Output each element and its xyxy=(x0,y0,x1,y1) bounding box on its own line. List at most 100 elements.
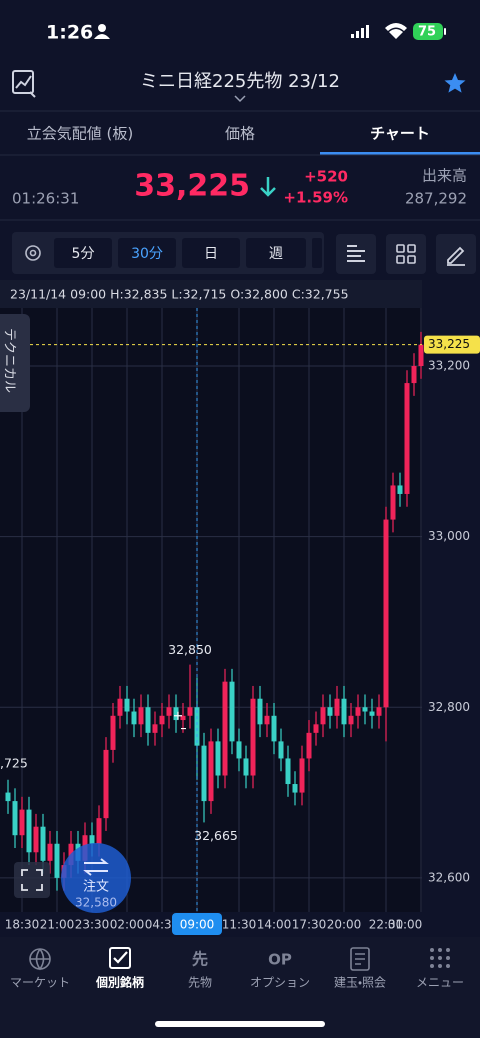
interval-button[interactable] xyxy=(182,238,240,268)
candle-body xyxy=(131,711,137,725)
order-button[interactable] xyxy=(61,843,131,913)
order-price[interactable]: 32,580 xyxy=(75,896,117,910)
status-icons xyxy=(94,23,446,40)
candle-body xyxy=(180,715,186,721)
nav-icons: 先 OP xyxy=(29,947,370,971)
x-tick-label: 02:00 xyxy=(110,918,145,932)
current-price-label: 33,225 xyxy=(428,337,470,351)
nav-label[interactable]: 建玉・照会 xyxy=(334,976,386,990)
x-tick-label: 23:30 xyxy=(75,918,110,932)
draw-icon xyxy=(447,246,465,266)
candle-body xyxy=(348,715,354,725)
candle-body xyxy=(257,698,263,725)
candle-body xyxy=(264,715,270,725)
candle-body xyxy=(19,809,25,836)
candle-body xyxy=(320,707,326,725)
layout-icon xyxy=(396,244,416,264)
tab-active[interactable]: チャート xyxy=(370,125,430,143)
nav-label[interactable]: オプション xyxy=(250,976,310,990)
y-tick-label: 33,200 xyxy=(428,359,470,373)
tab-indicator xyxy=(320,152,480,155)
x-tick-label: 18:30 xyxy=(5,918,40,932)
indicator-button[interactable] xyxy=(336,234,376,274)
candle-body xyxy=(138,707,144,725)
draw-button[interactable] xyxy=(436,234,476,274)
technical-tab-label[interactable]: テクニカル xyxy=(2,328,17,393)
x-tick-label: 09:00 xyxy=(180,918,215,932)
candle-body xyxy=(110,715,116,750)
candle-body xyxy=(243,758,249,776)
candle-body xyxy=(383,519,389,708)
candle-info: 23/11/14 09:00 H:32,835 L:32,715 O:32,80… xyxy=(10,287,349,302)
y-tick-label: 33,000 xyxy=(428,529,470,543)
candle-body xyxy=(47,843,53,861)
nav-label[interactable]: 先物 xyxy=(188,976,212,990)
x-tick-label: 20:00 xyxy=(327,918,362,932)
candle-body xyxy=(89,835,95,844)
nav-label[interactable]: メニュー xyxy=(416,976,464,990)
svg-text:先: 先 xyxy=(192,950,208,969)
candle-body xyxy=(334,698,340,716)
interval-label[interactable]: 日 xyxy=(204,246,218,262)
edge-annotation: ,725 xyxy=(0,756,28,771)
technical-tab[interactable] xyxy=(0,314,30,412)
tab[interactable]: 価格 xyxy=(225,125,255,143)
candle-body xyxy=(145,707,151,733)
down-arrow xyxy=(260,177,276,197)
nav-label[interactable]: マーケット xyxy=(10,976,70,990)
dropdown-icon[interactable] xyxy=(234,95,246,103)
interval-button[interactable] xyxy=(54,238,112,268)
info-bar xyxy=(0,280,422,308)
plot: 32,600 32,800 33,000 33,200 33,225 32,850 32,6… xyxy=(0,308,480,935)
candle-body xyxy=(327,707,333,716)
candle-body xyxy=(411,366,417,384)
expand-button[interactable] xyxy=(14,862,50,898)
volume-label: 出来高 xyxy=(422,167,467,185)
layout-button[interactable] xyxy=(386,234,426,274)
status-time: 1:26 xyxy=(46,22,93,44)
candle-body xyxy=(215,741,221,776)
candle-body xyxy=(103,749,109,819)
tab[interactable]: 立会気配値 (板) xyxy=(27,125,133,143)
candle-body xyxy=(418,344,424,367)
quote-change: +520 xyxy=(304,168,348,186)
expand-icon xyxy=(21,869,43,891)
candle-body xyxy=(208,741,214,802)
candle-body xyxy=(229,681,235,742)
candle-body xyxy=(159,715,165,725)
interval-button[interactable] xyxy=(246,238,306,268)
chart-compare-icon[interactable] xyxy=(12,70,36,98)
candle-body xyxy=(250,698,256,776)
x-label-highlight xyxy=(172,913,222,935)
header-title[interactable]: ミニ日経225先物 23/12 xyxy=(140,71,340,92)
interval-label[interactable]: 週 xyxy=(269,246,283,262)
quote-time: 01:26:31 xyxy=(12,190,79,208)
candle-body xyxy=(313,724,319,733)
candle-body xyxy=(124,698,130,712)
order-label[interactable]: 注文 xyxy=(83,880,109,895)
candle-body xyxy=(26,809,32,853)
candle-body xyxy=(166,707,172,716)
x-tick-label: 04:30 xyxy=(145,918,180,932)
interval-label[interactable]: 30分 xyxy=(131,246,163,262)
high-annotation: 32,850 xyxy=(168,642,212,657)
favorite-star[interactable] xyxy=(444,73,466,93)
nav-label-active[interactable]: 個別銘柄 xyxy=(95,975,144,990)
x-tick-label: 22:30 xyxy=(369,918,404,932)
candle-body xyxy=(54,843,60,878)
swap-icon xyxy=(83,858,109,876)
settings-icon[interactable] xyxy=(25,245,41,261)
crosshair-marker xyxy=(174,711,186,730)
quote-price: 33,225 xyxy=(134,169,250,204)
candle-body xyxy=(376,707,382,716)
interval-button-active[interactable] xyxy=(118,238,176,268)
candle-body xyxy=(278,741,284,759)
interval-button[interactable] xyxy=(312,238,322,268)
svg-text:OP: OP xyxy=(268,951,292,969)
candle-body xyxy=(117,698,123,716)
interval-label[interactable]: 5分 xyxy=(72,246,95,262)
plot-area xyxy=(0,308,422,912)
candle-body xyxy=(292,784,298,793)
y-tick-label: 32,800 xyxy=(428,700,470,714)
